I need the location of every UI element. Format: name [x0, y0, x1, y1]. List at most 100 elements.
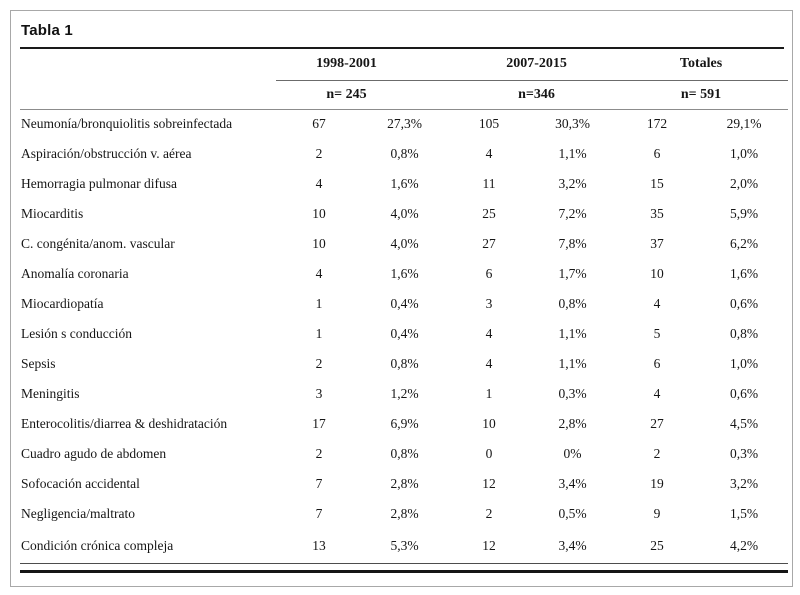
cell-percent: 1,7%: [558, 266, 587, 281]
row-label: Miocardiopatía: [21, 296, 104, 311]
cell-percent: 1,1%: [558, 146, 587, 161]
cell-count: 25: [482, 206, 496, 221]
row-label: Meningitis: [21, 386, 80, 401]
table-row: Condición crónica compleja 13 5,3% 12 3,…: [20, 529, 789, 564]
period-header-1998-2001: 1998-2001: [276, 49, 448, 81]
cell-percent: 7,8%: [558, 236, 587, 251]
cell-count: 3: [315, 386, 323, 401]
cell-count: 27: [650, 416, 664, 431]
cell-count: 10: [650, 266, 664, 281]
cell-count: 17: [312, 416, 326, 431]
cell-count: 1: [315, 326, 323, 341]
cell-percent: 2,8%: [390, 476, 419, 491]
cell-percent: 0,8%: [390, 146, 419, 161]
cell-count: 11: [482, 176, 496, 191]
cell-percent: 1,2%: [390, 386, 419, 401]
row-label: Aspiración/obstrucción v. aérea: [21, 146, 192, 161]
cell-count: 2: [315, 356, 323, 371]
cell-count: 19: [650, 476, 664, 491]
row-label: Condición crónica compleja: [20, 529, 276, 564]
table-title: Tabla 1: [21, 22, 73, 39]
bottom-rule: [20, 569, 788, 573]
cell-percent: 5,9%: [729, 206, 759, 221]
cell-count: 2: [315, 146, 323, 161]
cell-percent: 0,6%: [729, 386, 759, 401]
cell-count: 10: [312, 236, 326, 251]
cell-percent: 1,6%: [390, 176, 419, 191]
row-label: Sepsis: [21, 356, 56, 371]
row-label: Enterocolitis/diarrea & deshidratación: [21, 416, 228, 431]
cell-percent: 0,8%: [390, 356, 419, 371]
cell-percent: 1,5%: [729, 506, 759, 521]
cell-count: 10: [312, 206, 326, 221]
cell-count: 3: [485, 296, 493, 311]
cell-percent: 3,2%: [558, 176, 587, 191]
cell-count: 12: [482, 476, 496, 491]
table-row: Hemorragia pulmonar difusa 4 1,6% 11 3,2…: [20, 169, 788, 199]
empty-header-cell: [20, 80, 276, 110]
cell-count: 105: [478, 116, 500, 132]
row-label: C. congénita/anom. vascular: [21, 236, 175, 251]
table-figure-card: Tabla 1 1998-2001 2007-2015 Totales n= 2…: [10, 10, 793, 587]
cell-percent: 2,8%: [558, 416, 587, 431]
cell-count: 1: [485, 386, 493, 401]
cell-percent: 0%: [563, 446, 582, 461]
cell-count: 6: [653, 146, 661, 161]
cell-percent: 0,5%: [558, 506, 587, 521]
row-label: Lesión s conducción: [21, 326, 132, 341]
table-row: Neumonía/bronquiolitis sobreinfectada 67…: [20, 109, 788, 139]
cell-count: 6: [653, 356, 661, 371]
cell-count: 4: [315, 266, 323, 281]
cell-percent: 6,9%: [390, 416, 419, 431]
table-row: Miocardiopatía 1 0,4% 3 0,8% 4 0,6%: [20, 289, 788, 319]
cell-percent: 1,1%: [558, 326, 587, 341]
cell-count: 5: [653, 326, 661, 341]
cell-count: 15: [650, 176, 664, 191]
cell-percent: 0,4%: [390, 326, 419, 341]
cell-count: 25: [614, 529, 701, 564]
row-label: Negligencia/maltrato: [21, 506, 135, 521]
cell-count: 4: [653, 386, 661, 401]
cell-count: 4: [653, 296, 661, 311]
row-label: Anomalía coronaria: [21, 266, 129, 281]
cell-percent: 5,3%: [362, 529, 448, 564]
cell-count: 4: [485, 146, 493, 161]
cell-percent: 1,6%: [390, 266, 419, 281]
table-row: C. congénita/anom. vascular 10 4,0% 27 7…: [20, 229, 788, 259]
cell-count: 7: [315, 476, 323, 491]
row-label: Cuadro agudo de abdomen: [21, 446, 167, 461]
cell-percent: 7,2%: [558, 206, 587, 221]
row-label: Hemorragia pulmonar difusa: [21, 176, 177, 191]
n-value-1998-2001: n= 245: [276, 80, 448, 110]
cell-count: 4: [485, 326, 493, 341]
period-header-2007-2015: 2007-2015: [447, 49, 615, 81]
row-label: Neumonía/bronquiolitis sobreinfectada: [21, 116, 233, 132]
table-row: Cuadro agudo de abdomen 2 0,8% 0 0% 2 0,…: [20, 439, 788, 469]
cell-percent: 0,8%: [558, 296, 587, 311]
table-row: Meningitis 3 1,2% 1 0,3% 4 0,6%: [20, 379, 788, 409]
cell-percent: 1,0%: [729, 356, 759, 371]
table-body: Neumonía/bronquiolitis sobreinfectada 67…: [20, 109, 789, 564]
cell-count: 67: [312, 116, 326, 132]
cell-percent: 6,2%: [729, 236, 759, 251]
cell-percent: 3,4%: [558, 476, 587, 491]
n-value-totales: n= 591: [614, 80, 789, 110]
mortality-causes-table: 1998-2001 2007-2015 Totales n= 245 n=346…: [20, 49, 789, 564]
cell-percent: 4,5%: [729, 416, 759, 431]
cell-count: 2: [485, 506, 493, 521]
cell-count: 37: [650, 236, 664, 251]
sample-size-row: n= 245 n=346 n= 591: [20, 80, 789, 110]
cell-percent: 3,2%: [729, 476, 759, 491]
cell-count: 172: [646, 116, 668, 132]
cell-percent: 4,0%: [390, 206, 419, 221]
period-header-totales: Totales: [614, 49, 789, 81]
cell-percent: 30,3%: [555, 116, 590, 132]
table-row: Sepsis 2 0,8% 4 1,1% 6 1,0%: [20, 349, 788, 379]
cell-percent: 1,0%: [729, 146, 759, 161]
table-row: Sofocación accidental 7 2,8% 12 3,4% 19 …: [20, 469, 788, 499]
cell-percent: 0,3%: [558, 386, 587, 401]
cell-count: 7: [315, 506, 323, 521]
cell-percent: 27,3%: [387, 116, 422, 132]
cell-count: 4: [485, 356, 493, 371]
cell-count: 0: [485, 446, 493, 461]
